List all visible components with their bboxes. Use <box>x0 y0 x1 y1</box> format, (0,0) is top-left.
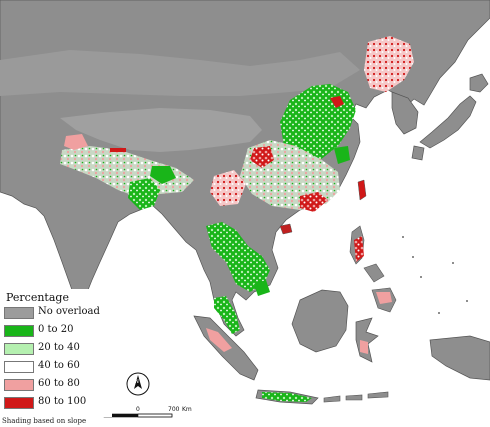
overload-nepal-red <box>110 148 126 152</box>
overload-indo-gangetic-plain <box>60 146 194 198</box>
philippines-visayas <box>363 263 385 283</box>
overload-yunnan <box>210 170 246 206</box>
legend-swatch-no-overload <box>4 307 34 319</box>
legend-label-40-60: 40 to 60 <box>38 360 80 371</box>
korean-peninsula <box>391 91 419 135</box>
overload-sichuan-cluster <box>250 146 274 168</box>
scale-unit-label: Km <box>182 406 192 413</box>
overload-mainland-southeast-asia <box>206 222 270 292</box>
japan-hokkaido <box>469 73 489 93</box>
legend-swatch-40-60 <box>4 361 34 373</box>
lesser-sunda-islands <box>323 391 389 403</box>
overload-philippines-red <box>354 236 364 262</box>
north-arrow-letter: N <box>135 379 139 385</box>
legend-label-no-overload: No overload <box>38 306 100 317</box>
overload-yangtze-delta <box>334 146 350 164</box>
overload-mindanao-pink <box>376 292 392 304</box>
north-arrow-icon: N <box>126 372 150 396</box>
scale-mid-label: 0 <box>136 406 140 413</box>
scale-right-label: 700 <box>168 406 180 413</box>
overload-bihar-green <box>150 166 176 184</box>
legend-label-80-100: 80 to 100 <box>38 396 87 407</box>
central-asia-region <box>0 50 360 96</box>
legend-label-60-80: 60 to 80 <box>38 378 80 389</box>
legend-swatch-80-100 <box>4 397 34 409</box>
overload-northeast-china <box>364 36 414 92</box>
tibetan-plateau-region <box>60 108 262 152</box>
map-legend: Percentage No overload 0 to 20 20 to 40 … <box>0 289 112 417</box>
overload-bengal-green <box>128 178 160 210</box>
japan-honshu <box>419 95 477 149</box>
overload-malaya <box>214 296 240 334</box>
overload-mekong-delta <box>254 280 270 296</box>
legend-swatch-0-20 <box>4 325 34 337</box>
borneo <box>291 289 349 353</box>
overload-java-green <box>262 392 312 402</box>
hainan <box>279 223 293 235</box>
legend-swatch-20-40 <box>4 343 34 355</box>
legend-swatch-60-80 <box>4 379 34 391</box>
legend-title: Percentage <box>6 291 69 304</box>
legend-label-20-40: 20 to 40 <box>38 342 80 353</box>
overload-sumatra-pink <box>206 328 232 352</box>
taiwan <box>357 179 367 201</box>
map-caption: Shading based on slope <box>2 417 87 425</box>
legend-label-0-20: 0 to 20 <box>38 324 74 335</box>
overload-sulawesi-pink <box>360 340 368 354</box>
japan-kyushu <box>411 145 425 161</box>
overload-pearl-river-cluster <box>300 192 328 212</box>
new-guinea <box>429 335 490 381</box>
overload-beijing-cluster <box>330 96 344 108</box>
overload-punjab-pink <box>64 134 88 150</box>
